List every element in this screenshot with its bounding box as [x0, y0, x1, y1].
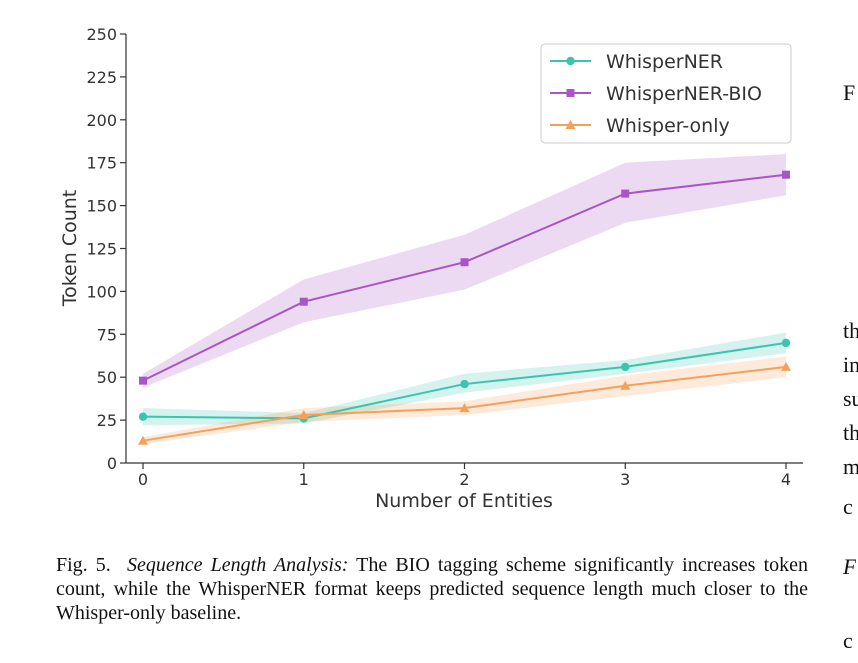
- legend-label-whisper-only: Whisper-only: [606, 115, 730, 137]
- side-text-0: F: [843, 82, 856, 104]
- x-ticks: 0 1 2 3 4: [138, 463, 791, 489]
- y-tick-label: 150: [86, 197, 117, 216]
- y-tick-label: 0: [107, 454, 117, 473]
- y-tick-label: 250: [86, 25, 117, 44]
- side-text-4: th: [843, 422, 858, 444]
- y-tick-label: 200: [86, 111, 117, 130]
- legend-label-whisperner: WhisperNER: [606, 51, 723, 73]
- y-tick-label: 100: [86, 282, 117, 301]
- whisperner-bio-band: [143, 154, 786, 388]
- y-axis-label: Token Count: [59, 190, 81, 308]
- whisper-only-band: [143, 356, 786, 445]
- whisperner-bio-point: [460, 258, 469, 267]
- whisperner-bio-point: [299, 297, 308, 306]
- x-tick-label: 1: [299, 470, 309, 489]
- whisperner-point: [621, 362, 630, 372]
- side-text-3: su: [843, 388, 858, 410]
- confidence-bands: [143, 154, 786, 445]
- whisperner-bio-point: [139, 376, 147, 385]
- x-tick-label: 0: [138, 470, 148, 489]
- side-text-2: in: [843, 354, 858, 376]
- y-tick-label: 75: [97, 325, 117, 344]
- series-lines: [142, 173, 787, 442]
- y-tick-label: 175: [86, 154, 117, 173]
- whisper-only-point: [138, 435, 148, 445]
- whisperner-bio-point: [782, 170, 790, 179]
- y-tick-label: 25: [97, 411, 117, 430]
- whisperner-point: [460, 379, 469, 389]
- side-text-6: c: [843, 496, 853, 518]
- legend-box: [540, 43, 792, 144]
- x-tick-label: 3: [620, 470, 630, 489]
- side-text-5: m: [843, 456, 858, 478]
- y-tick-label: 50: [97, 368, 117, 387]
- whisper-only-point: [459, 403, 470, 413]
- whisperner-point: [781, 338, 791, 348]
- whisperner-point: [138, 412, 148, 421]
- y-tick-label: 125: [86, 240, 117, 259]
- caption-prefix: Fig. 5.: [56, 554, 111, 576]
- caption-italic: Sequence Length Analysis:: [127, 554, 349, 576]
- line-chart: 0 25 50 75 100 125 150 175 200 225 250 0 1 2 3 4 Numbe…: [59, 25, 803, 512]
- x-axis-label: Number of Entities: [375, 490, 553, 512]
- whisperner-band: [143, 332, 786, 426]
- legend-label-whisperner-bio: WhisperNER-BIO: [606, 83, 762, 105]
- y-ticks: 0 25 50 75 100 125 150 175 200 225 250: [86, 25, 126, 473]
- legend-marker-whisperner: [566, 56, 575, 66]
- series-markers: [138, 170, 791, 445]
- figure-caption: Fig. 5. Sequence Length Analysis: The BI…: [56, 553, 808, 625]
- legend-marker-whisperner-bio: [566, 89, 575, 97]
- whisper-only-point: [781, 361, 791, 371]
- whisperner-bio-point: [621, 189, 630, 198]
- side-text-7: F: [843, 556, 857, 578]
- legend-marker-whisper-only: [565, 120, 576, 129]
- x-tick-label: 2: [459, 470, 469, 489]
- legend: WhisperNER WhisperNER-BIO Whisper-only: [540, 43, 792, 144]
- caption-text: The BIO tagging scheme significantly inc…: [56, 554, 809, 624]
- side-text-1: th: [843, 320, 858, 342]
- x-tick-label: 4: [781, 470, 791, 489]
- whisper-only-point: [298, 409, 309, 419]
- side-text-8: c: [843, 630, 853, 652]
- y-tick-label: 225: [86, 68, 117, 87]
- whisper-only-point: [620, 380, 631, 390]
